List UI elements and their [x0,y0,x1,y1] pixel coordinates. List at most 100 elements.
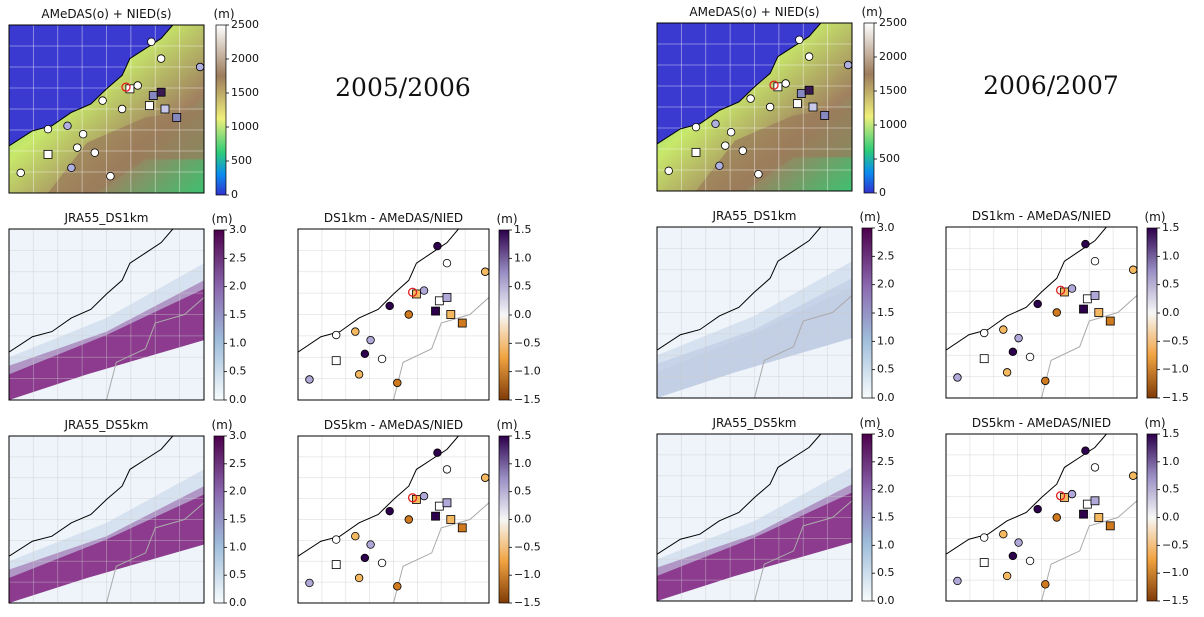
colorbar-tick-label: 500 [231,154,252,167]
panel-title: JRA55_DS1km [64,211,149,225]
station-square [691,147,701,157]
map-frame [297,435,490,604]
station-circle [63,121,72,130]
colorbar-unit: (m) [211,212,232,226]
station-circle [67,163,76,172]
station-square [434,501,444,511]
station-circle [90,148,99,157]
colorbar-tick-label: −1.5 [514,393,541,406]
colorbar-tick-label: −1.0 [514,365,541,378]
panel-title: DS5km - AMeDAS/NIED [324,418,463,432]
panel-title: JRA55_DS5km [712,416,797,430]
station-circle [133,81,142,90]
station-square [979,558,989,567]
colorbar [1146,433,1158,602]
map [9,436,204,603]
station-circle [156,54,166,63]
station-circle [393,582,402,591]
colorbar-unit: (m) [1144,210,1165,224]
station-circle [781,79,790,88]
station-circle [980,328,989,338]
colorbar-tick-label: 1.5 [514,429,532,442]
station-circle [1002,571,1012,581]
station-circle [1090,257,1100,266]
station-circle [98,96,107,105]
station-circle [332,330,341,340]
station-circle [843,60,852,70]
colorbar-tick-label: 1.5 [877,306,895,319]
colorbar-tick-label: 1.5 [1162,427,1180,440]
station-square [434,296,444,306]
boundary [754,500,852,601]
map-frame [656,433,853,602]
station-circle [1128,265,1137,274]
colorbar-tick-label: 1.0 [877,538,895,551]
map-frame [8,228,205,401]
station-square [1094,308,1104,317]
map-frame [656,226,853,399]
colorbar-tick-label: 0.5 [1162,483,1180,496]
station-square [156,87,166,97]
station-circle [795,35,804,44]
station-circle [754,169,763,179]
station-circle [385,301,394,311]
colorbar-unit: (m) [861,5,882,19]
panel-title: AMeDAS(o) + NIED(s) [41,7,171,21]
coastline [657,227,822,351]
colorbar-tick-label: 1.5 [877,511,895,524]
colorbar-tick-label: 2.0 [229,485,247,498]
sea [9,25,173,146]
colorbar [863,22,875,194]
map-frame [945,433,1138,602]
colorbar-tick-label: 1000 [879,118,907,131]
station-square [431,306,440,316]
colorbar-tick-label: 0.0 [229,393,247,406]
target-site [407,287,418,297]
station-circle [1014,333,1023,343]
colorbar-tick-label: −1.5 [1162,594,1189,607]
colorbar-unit: (m) [1144,416,1165,430]
station-circle [1081,239,1090,249]
colorbar-tick-label: −1.5 [1162,391,1189,404]
station-circle [804,52,814,61]
station-square [1079,509,1088,519]
station-circle [715,161,724,170]
colorbar-unit: (m) [859,210,880,224]
map-frame [8,435,205,604]
station-circle [73,143,82,152]
colorbar-tick-label: 1500 [879,84,907,97]
colorbar-tick-label: −0.5 [514,336,541,349]
colorbar-tick-label: 2.0 [229,280,247,293]
colorbar-tick-label: 2.5 [229,251,247,264]
season-label: 2006/2007 [983,71,1119,100]
map [657,434,852,601]
sea [657,23,821,144]
map [657,23,852,191]
boundary [393,502,489,603]
station-circle [442,259,452,268]
colorbar-tick-label: 1.0 [229,540,247,553]
station-square [820,111,830,120]
colorbar-tick-label: −0.5 [514,540,541,553]
station-circle [354,573,364,583]
panel-title: DS1km - AMeDAS/NIED [324,211,463,225]
station-circle [1041,376,1050,386]
panel-title: JRA55_DS1km [712,209,797,223]
panel-title: JRA55_DS5km [64,418,149,432]
station-circle [1052,308,1061,317]
panel-title: AMeDAS(o) + NIED(s) [689,5,819,19]
boundary [754,295,852,398]
colorbar-tick-label: 1.0 [877,334,895,347]
colorbar-tick-label: 2.0 [877,483,895,496]
station-square [1105,316,1115,326]
station-circle [738,146,747,155]
colorbar-tick-label: −0.5 [1162,538,1189,551]
colorbar-tick-label: 1.0 [1162,249,1180,262]
station-circle [117,104,127,114]
colorbar [215,24,227,196]
colorbar-tick-label: 2.5 [877,455,895,468]
station-circle [147,37,156,46]
station-circle [377,558,387,568]
station-circle [1128,471,1137,480]
station-circle [1033,299,1042,309]
